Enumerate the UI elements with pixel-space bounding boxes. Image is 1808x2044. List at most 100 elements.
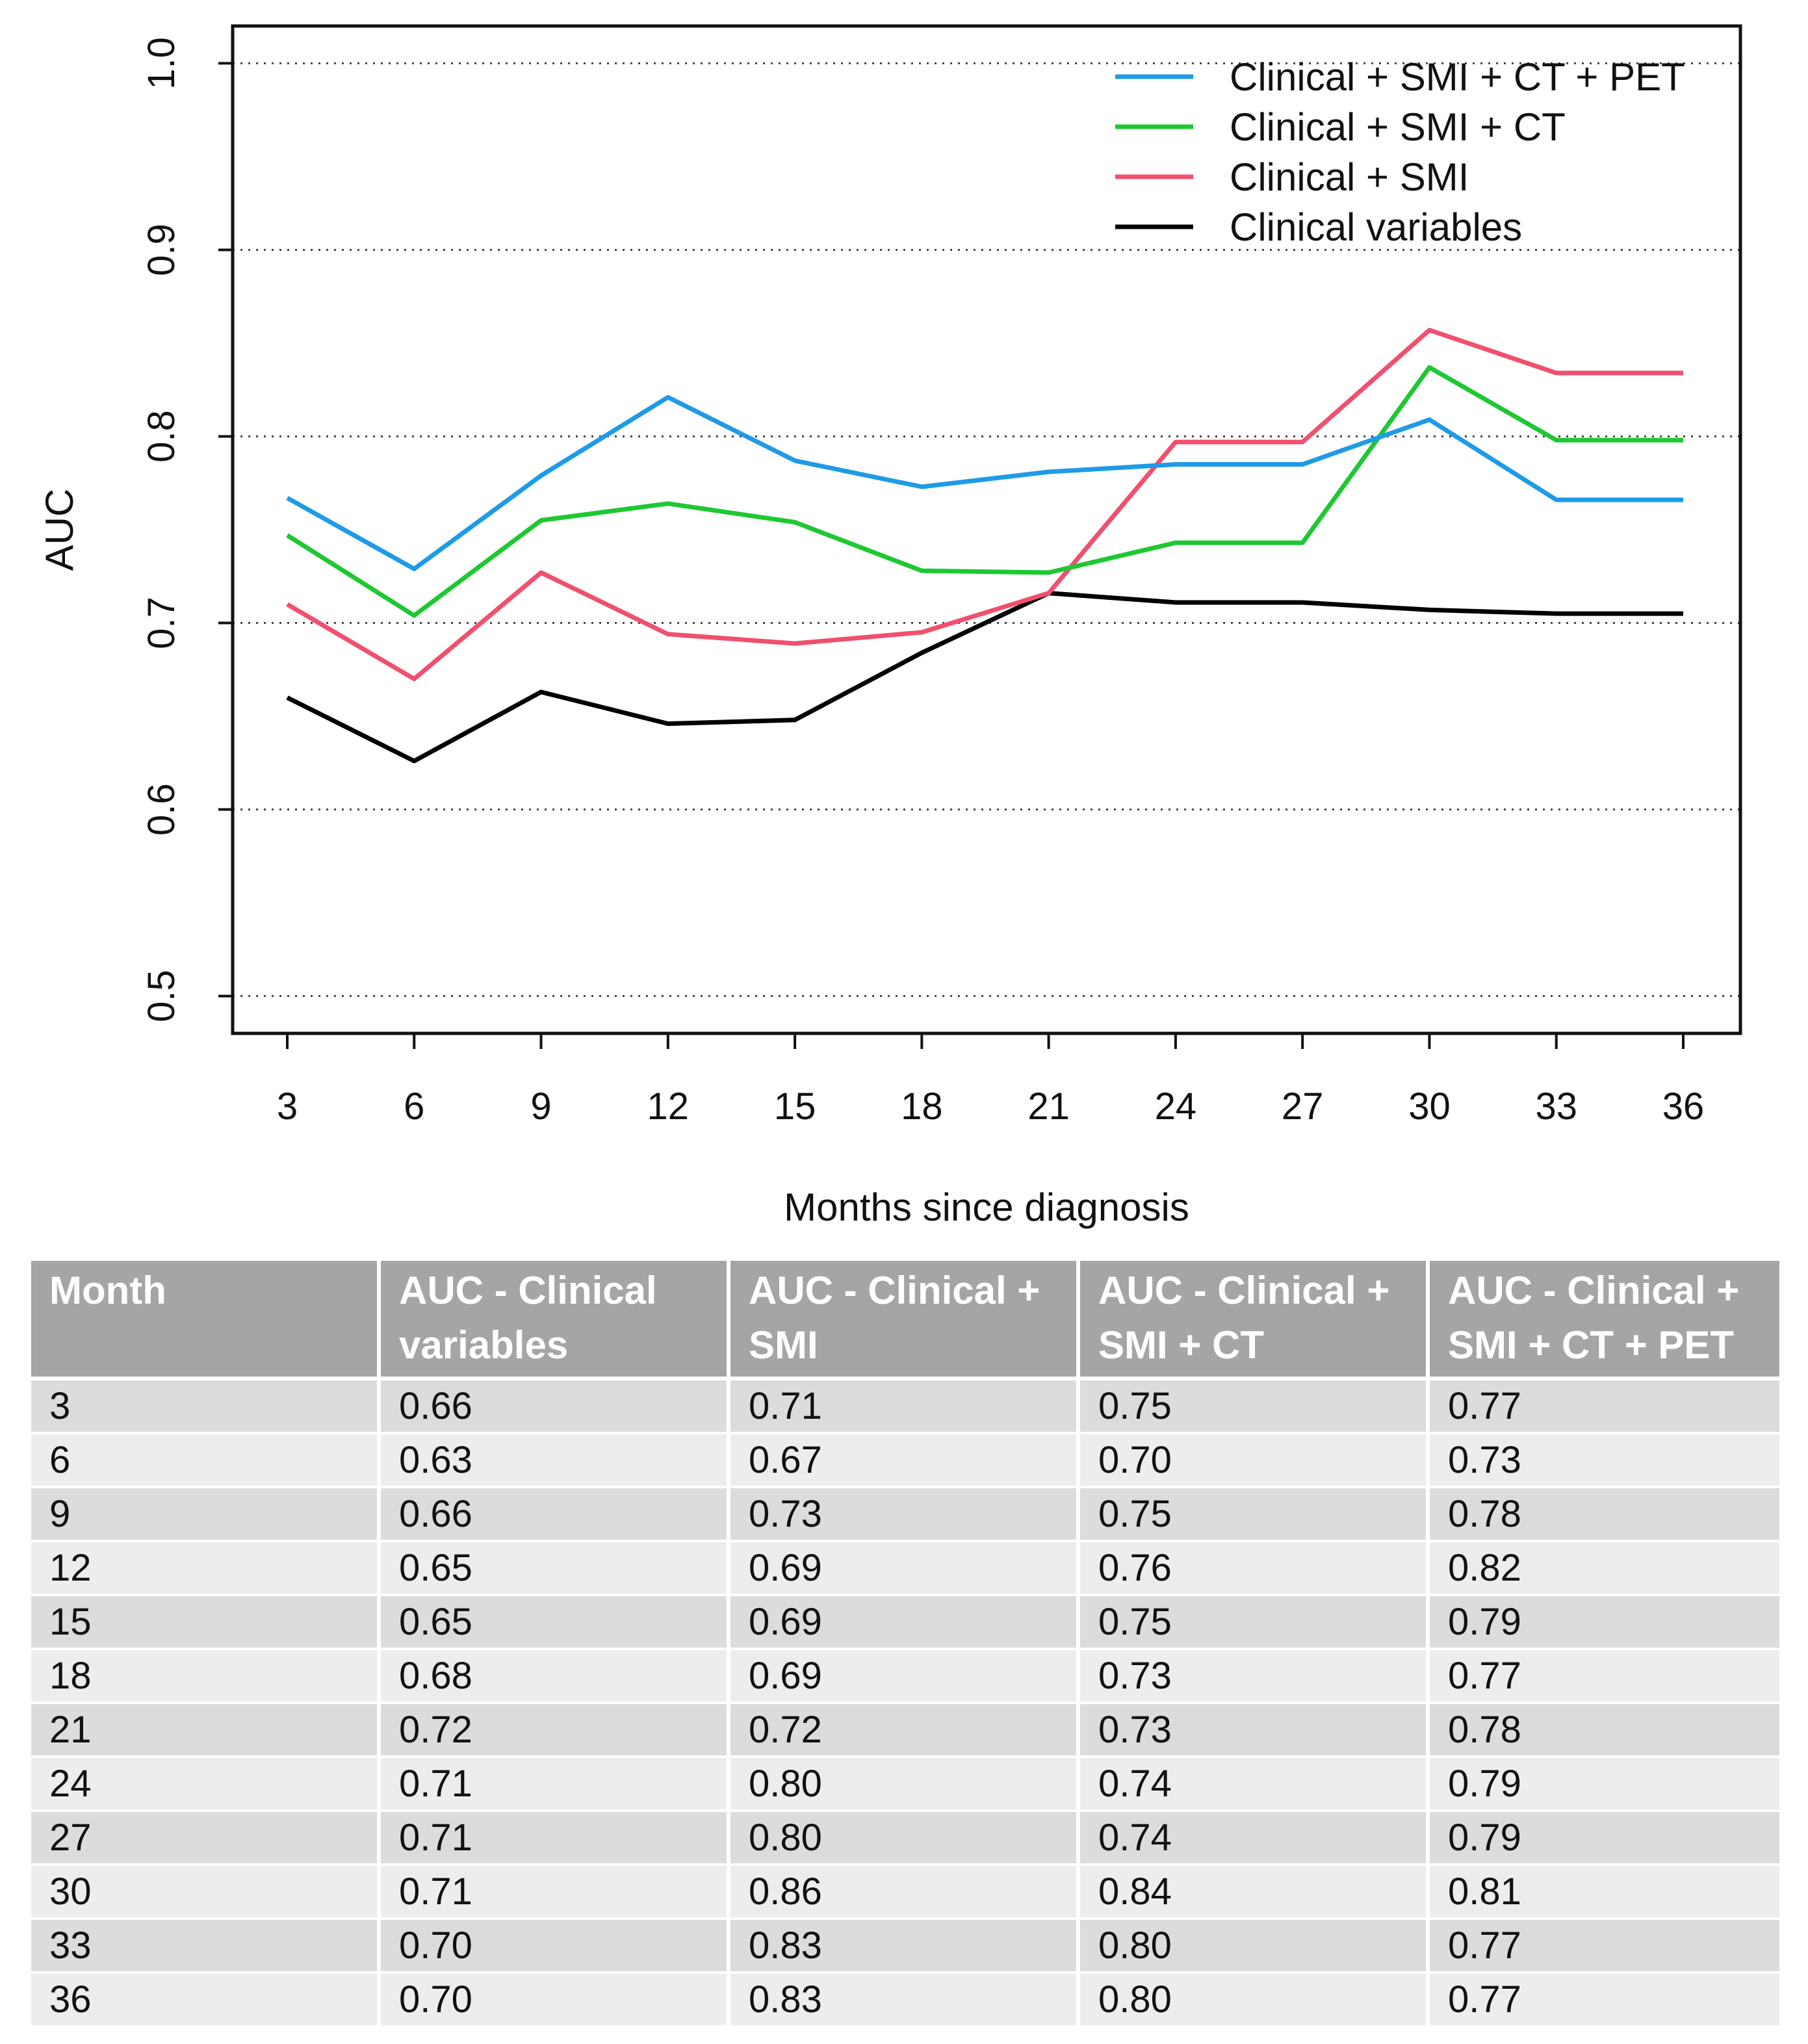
- table-cell: 0.75: [1080, 1380, 1430, 1434]
- table-header-line: SMI + CT: [1098, 1323, 1265, 1367]
- table-cell: 0.83: [730, 1920, 1080, 1974]
- table-cell: 0.73: [1080, 1650, 1430, 1704]
- table-cell: 0.69: [730, 1596, 1080, 1650]
- table-row: 6 0.63 0.67 0.70 0.73: [31, 1434, 1779, 1488]
- table-row: 36 0.70 0.83 0.80 0.77: [31, 1974, 1779, 2028]
- y-tick-label: 0.7: [140, 597, 183, 649]
- y-tick-label: 0.9: [140, 224, 183, 276]
- y-tick-label: 0.6: [140, 783, 183, 836]
- table-row: 30 0.71 0.86 0.84 0.81: [31, 1866, 1779, 1920]
- table-row: 21 0.72 0.72 0.73 0.78: [31, 1704, 1779, 1758]
- table-cell: 24: [31, 1758, 381, 1812]
- x-tick-label: 36: [1662, 1085, 1705, 1128]
- table-cell: 9: [31, 1488, 381, 1542]
- table-cell: 0.73: [730, 1488, 1080, 1542]
- auc-table: Month AUC - Clinical variables AUC - Clinic…: [31, 1261, 1779, 2028]
- table-cell: 0.70: [381, 1920, 730, 1974]
- table-header-cell: AUC - Clinical variables: [381, 1261, 730, 1380]
- table-cell: 0.71: [381, 1866, 730, 1920]
- plot-frame: [231, 24, 1742, 1035]
- y-tick-label: 0.5: [140, 970, 183, 1022]
- table-cell: 0.77: [1430, 1380, 1779, 1434]
- table-row: 15 0.65 0.69 0.75 0.79: [31, 1596, 1779, 1650]
- x-tick-label: 18: [901, 1085, 943, 1128]
- table-header-line: AUC - Clinical +: [1448, 1269, 1740, 1312]
- table-body: 3 0.66 0.71 0.75 0.77 6 0.63 0.67 0.70 0.73 9 0.66 0…: [31, 1380, 1779, 2028]
- table-row: 9 0.66 0.73 0.75 0.78: [31, 1488, 1779, 1542]
- table-cell: 0.82: [1430, 1542, 1779, 1596]
- table-cell: 0.67: [730, 1434, 1080, 1488]
- table-cell: 0.78: [1430, 1488, 1779, 1542]
- x-axis: 3 6 9 12 15 18 21 24 27 30 33 36: [277, 1033, 1704, 1128]
- table-header-line: AUC - Clinical: [399, 1269, 657, 1312]
- table-cell: 0.75: [1080, 1488, 1430, 1542]
- series-line: [286, 591, 1683, 764]
- y-axis: 0.5 0.6 0.7 0.8 0.9 1.0: [140, 37, 233, 1022]
- table-cell: 0.65: [381, 1542, 730, 1596]
- table-cell: 0.66: [381, 1380, 730, 1434]
- table-cell: 0.66: [381, 1488, 730, 1542]
- table-cell: 0.86: [730, 1866, 1080, 1920]
- table-header-line: Month: [49, 1269, 166, 1312]
- x-tick-label: 15: [774, 1085, 816, 1128]
- table-cell: 0.80: [730, 1758, 1080, 1812]
- table-row: 33 0.70 0.83 0.80 0.77: [31, 1920, 1779, 1974]
- table-row: 3 0.66 0.71 0.75 0.77: [31, 1380, 1779, 1434]
- table-row: 27 0.71 0.80 0.74 0.79: [31, 1812, 1779, 1866]
- table-header-line: AUC - Clinical +: [1098, 1269, 1390, 1312]
- legend-label: Clinical + SMI + CT: [1230, 105, 1566, 149]
- table-cell: 27: [31, 1812, 381, 1866]
- x-tick-label: 33: [1535, 1085, 1577, 1128]
- table-cell: 15: [31, 1596, 381, 1650]
- table-cell: 0.73: [1080, 1704, 1430, 1758]
- legend-label: Clinical + SMI: [1230, 155, 1469, 199]
- table-cell: 12: [31, 1542, 381, 1596]
- table-cell: 36: [31, 1974, 381, 2028]
- table-header-cell: AUC - Clinical + SMI + CT: [1080, 1261, 1430, 1380]
- y-tick-label: 0.8: [140, 410, 183, 463]
- x-axis-label: Months since diagnosis: [784, 1185, 1189, 1229]
- x-tick-label: 3: [277, 1085, 298, 1128]
- table-cell: 0.72: [381, 1704, 730, 1758]
- table-header-line: AUC - Clinical +: [749, 1269, 1040, 1312]
- table-cell: 0.75: [1080, 1596, 1430, 1650]
- y-axis-label: AUC: [38, 489, 81, 571]
- table-cell: 0.80: [1080, 1920, 1430, 1974]
- table-header-line: SMI + CT + PET: [1448, 1323, 1735, 1367]
- legend-label: Clinical variables: [1230, 205, 1522, 249]
- table-cell: 30: [31, 1866, 381, 1920]
- table-cell: 0.83: [730, 1974, 1080, 2028]
- x-tick-label: 12: [647, 1085, 690, 1128]
- table-cell: 0.79: [1430, 1596, 1779, 1650]
- table-header-cell: AUC - Clinical + SMI: [730, 1261, 1080, 1380]
- x-tick-label: 30: [1408, 1085, 1451, 1128]
- table-header-line: variables: [399, 1323, 569, 1367]
- table-cell: 0.70: [1080, 1434, 1430, 1488]
- series-line: [286, 328, 1683, 682]
- table-cell: 0.74: [1080, 1758, 1430, 1812]
- table-header-cell: Month: [31, 1261, 381, 1380]
- legend-label: Clinical + SMI + CT + PET: [1230, 55, 1685, 99]
- table-cell: 21: [31, 1704, 381, 1758]
- table-cell: 0.77: [1430, 1650, 1779, 1704]
- x-tick-label: 9: [530, 1085, 551, 1128]
- table-cell: 0.72: [730, 1704, 1080, 1758]
- gridlines: [233, 62, 1740, 998]
- y-tick-label: 1.0: [140, 37, 183, 90]
- x-tick-label: 6: [404, 1085, 424, 1128]
- table-cell: 0.71: [381, 1812, 730, 1866]
- series-lines: [286, 328, 1683, 764]
- table-cell: 0.80: [730, 1812, 1080, 1866]
- table-row: 12 0.65 0.69 0.76 0.82: [31, 1542, 1779, 1596]
- table-cell: 0.70: [381, 1974, 730, 2028]
- table-header-cell: AUC - Clinical + SMI + CT + PET: [1430, 1261, 1779, 1380]
- auc-line-chart: 0.50.60.70.80.91.0 3 6 9 12 15 18 21 24 27 30 33 36…: [38, 24, 1742, 1229]
- table-row: 18 0.68 0.69 0.73 0.77: [31, 1650, 1779, 1704]
- table-cell: 0.73: [1430, 1434, 1779, 1488]
- auc-table-container: Month AUC - Clinical variables AUC - Clinic…: [31, 1261, 1779, 2028]
- legend: Clinical + SMI + CT + PET Clinical + SMI …: [1115, 55, 1685, 249]
- x-tick-label: 21: [1027, 1085, 1070, 1128]
- x-tick-label: 27: [1282, 1085, 1324, 1128]
- table-cell: 0.77: [1430, 1974, 1779, 2028]
- table-cell: 0.79: [1430, 1812, 1779, 1866]
